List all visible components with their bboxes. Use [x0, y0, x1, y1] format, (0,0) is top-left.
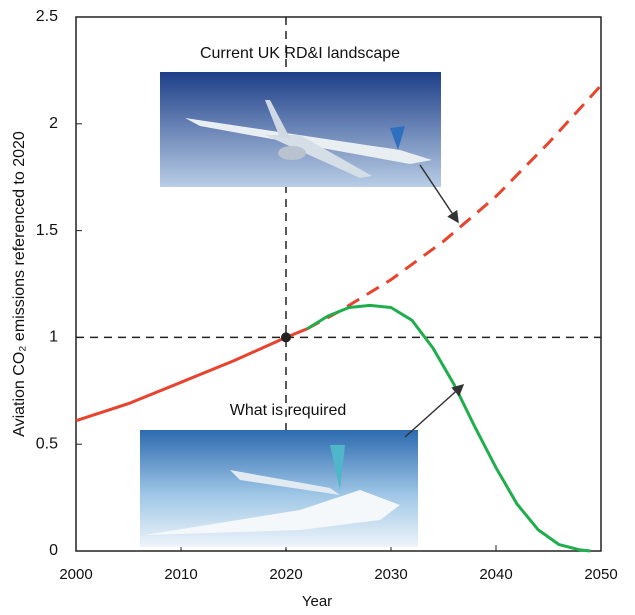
y-tick-label: 2 — [49, 115, 58, 132]
x-tick-label: 2040 — [479, 566, 512, 583]
chart: 2000 2010 2020 2030 2040 2050 0 0.5 1 1.5 2 2.5 Cur… — [0, 0, 635, 615]
annotation: Current UK RD&I landscape — [200, 45, 400, 62]
annotation: What is required — [230, 402, 347, 419]
image-required — [140, 430, 418, 547]
x-tick-label: 2010 — [164, 566, 197, 583]
marker-point — [281, 332, 291, 342]
x-tick-label: 2050 — [584, 566, 617, 583]
y-tick-label: 1 — [49, 329, 58, 346]
y-axis-label: Aviation CO₂ emissions referenced to 202… — [11, 131, 28, 437]
x-tick-label: 2020 — [269, 566, 302, 583]
y-tick-label: 0.5 — [36, 435, 58, 452]
y-tick-label: 2.5 — [36, 8, 58, 25]
x-tick-label: 2030 — [374, 566, 407, 583]
x-axis-label: Year — [302, 593, 332, 610]
page: {"chart_data": {"type": "line", "xlabel"… — [0, 0, 635, 615]
y-tick-label: 1.5 — [36, 222, 58, 239]
image-current — [160, 72, 441, 187]
arrow — [405, 385, 463, 437]
y-tick-label: 0 — [49, 542, 58, 559]
x-tick-label: 2000 — [59, 566, 92, 583]
